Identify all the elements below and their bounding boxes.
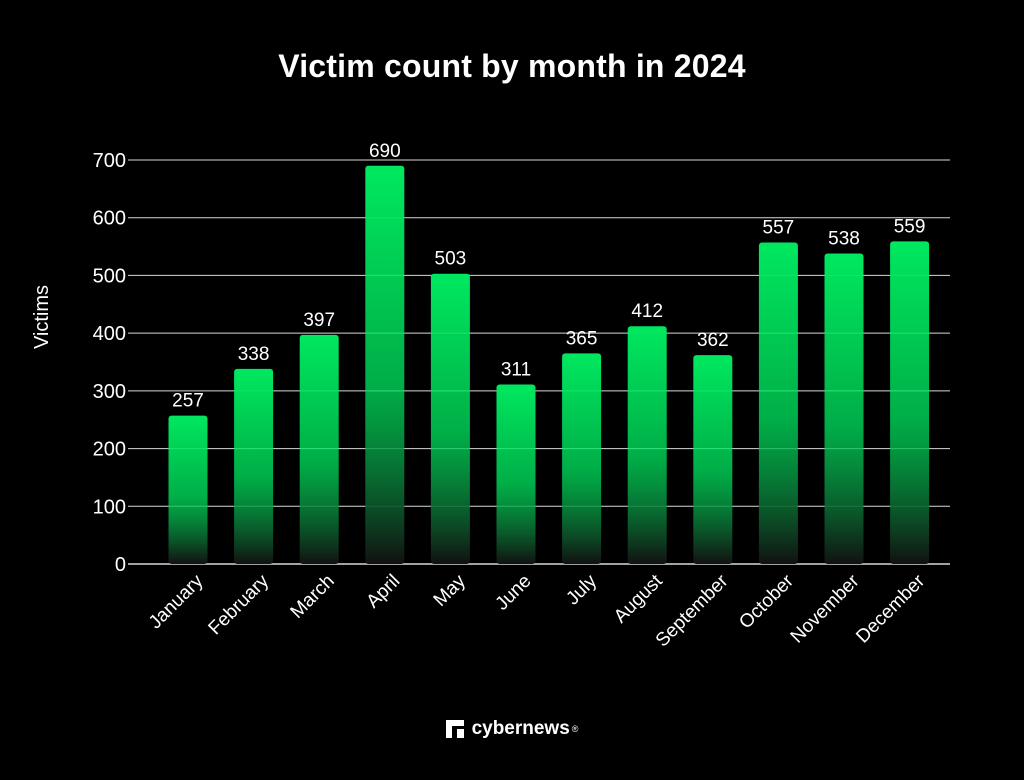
x-tick-label: April — [363, 571, 405, 613]
x-tick-label: March — [287, 571, 339, 623]
bar-october — [758, 242, 798, 564]
data-label: 365 — [566, 328, 598, 349]
bars — [168, 165, 930, 565]
bar-may — [430, 273, 470, 564]
data-label: 362 — [697, 330, 729, 351]
data-label: 412 — [631, 301, 663, 322]
x-tick-label: November — [787, 570, 864, 647]
data-label: 338 — [238, 344, 270, 365]
y-tick-label: 600 — [93, 208, 126, 230]
bar-april — [365, 165, 405, 564]
data-label: 397 — [303, 310, 335, 331]
data-label: 538 — [828, 228, 860, 249]
y-tick-label: 400 — [93, 323, 126, 345]
x-tick-label: February — [205, 570, 274, 639]
x-tick-label: May — [430, 570, 471, 611]
chart-title: Victim count by month in 2024 — [278, 48, 746, 84]
y-axis-label: Victims — [31, 285, 53, 349]
x-tick-label: October — [735, 570, 798, 633]
x-tick-label: August — [610, 570, 667, 627]
y-tick-label: 500 — [93, 265, 126, 287]
y-tick-labels: 0 100 200 300 400 500 600 700 — [93, 150, 126, 576]
bar-june — [496, 384, 536, 564]
bar-august — [627, 326, 667, 564]
brand-name: cybernews — [471, 718, 570, 739]
x-tick-label: December — [852, 570, 929, 647]
y-tick-label: 300 — [93, 381, 126, 403]
bar-january — [168, 415, 208, 564]
cybernews-logo-icon — [445, 720, 464, 738]
y-tick-label: 200 — [93, 439, 126, 461]
data-label: 557 — [763, 218, 795, 239]
y-tick-label: 0 — [115, 554, 126, 576]
y-tick-label: 700 — [93, 150, 126, 172]
x-tick-label: June — [492, 571, 536, 615]
x-tick-label: January — [145, 570, 208, 633]
bar-november — [824, 253, 864, 565]
x-tick-label: July — [562, 570, 601, 609]
bar-september — [693, 355, 733, 564]
x-tick-label: September — [652, 570, 733, 651]
data-label: 690 — [369, 141, 401, 162]
data-label: 503 — [435, 249, 467, 270]
data-label: 311 — [501, 360, 531, 381]
bar-december — [890, 241, 930, 564]
data-label: 257 — [172, 391, 204, 412]
brand-logo: cybernews ® — [0, 718, 1024, 740]
data-labels: 257 338 397 690 503 311 365 412 362 557 538 559 — [172, 141, 925, 412]
registered-mark: ® — [571, 724, 579, 734]
bar-chart: 0 100 200 300 400 500 600 700 257 338 397 690 503 31… — [31, 141, 950, 651]
bar-february — [234, 368, 274, 564]
bar-march — [299, 334, 339, 564]
bar-july — [562, 353, 602, 564]
y-tick-label: 100 — [93, 496, 126, 518]
data-label: 559 — [894, 216, 926, 237]
